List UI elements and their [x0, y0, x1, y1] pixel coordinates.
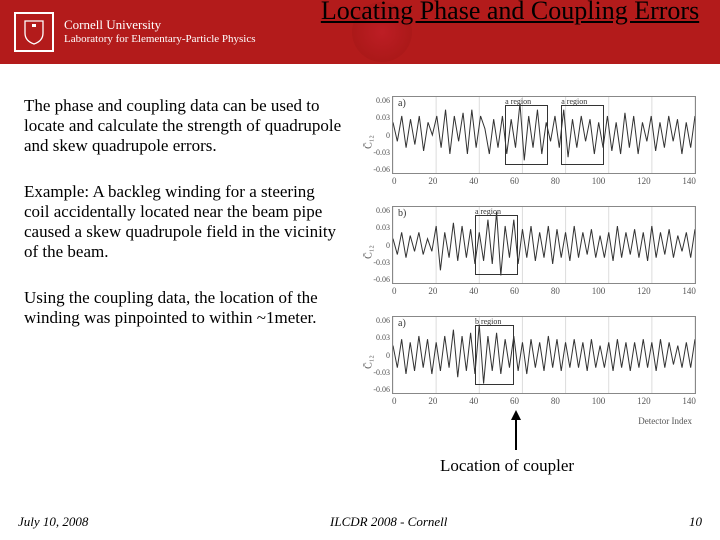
x-axis-label: Detector Index: [638, 416, 692, 426]
chart-panel-b: C̄₁₂ 0.060.030-0.03-0.06 a region b) 020…: [370, 200, 700, 304]
footer: July 10, 2008 ILCDR 2008 - Cornell 10: [0, 514, 720, 530]
header-bar: Cornell University Laboratory for Elemen…: [0, 0, 720, 64]
region-box: [475, 215, 518, 276]
plot-area: a region: [392, 206, 696, 284]
university-name: Cornell University: [64, 18, 256, 33]
body-area: The phase and coupling data can be used …: [0, 96, 720, 500]
cornell-shield-icon: [14, 12, 54, 52]
chart-panel-a: C̄₁₂ 0.060.030-0.03-0.06 a regiona regio…: [370, 90, 700, 194]
panel-tag: a): [398, 318, 406, 329]
text-column: The phase and coupling data can be used …: [24, 96, 344, 354]
y-ticks: 0.060.030-0.03-0.06: [368, 316, 390, 394]
coupler-annotation: Location of coupler: [440, 456, 574, 476]
plot-area: a region a region: [392, 96, 696, 174]
annotation-arrow-icon: [515, 418, 517, 450]
paragraph-2: Example: A backleg winding for a steerin…: [24, 182, 344, 262]
region-label: a region: [505, 97, 531, 106]
footer-date: July 10, 2008: [18, 514, 88, 530]
panel-tag: b): [398, 208, 406, 219]
footer-pagenum: 10: [689, 514, 702, 530]
region-label: a region: [561, 97, 587, 106]
lab-name: Laboratory for Elementary-Particle Physi…: [64, 33, 256, 46]
slide-title: Locating Phase and Coupling Errors: [310, 0, 710, 26]
panel-tag: a): [398, 98, 406, 109]
x-ticks: 020406080100120140: [392, 176, 696, 190]
footer-venue: ILCDR 2008 - Cornell: [330, 514, 447, 530]
paragraph-3: Using the coupling data, the location of…: [24, 288, 344, 328]
slide-root: Cornell University Laboratory for Elemen…: [0, 0, 720, 540]
region-label: b region: [475, 317, 501, 326]
region-box: [475, 325, 514, 386]
university-text: Cornell University Laboratory for Elemen…: [64, 18, 256, 46]
region-box: [561, 105, 604, 166]
x-ticks: 020406080100120140: [392, 396, 696, 410]
plot-area: b region: [392, 316, 696, 394]
y-ticks: 0.060.030-0.03-0.06: [368, 206, 390, 284]
chart-panel-c: C̄₁₂ 0.060.030-0.03-0.06 b region a) 020…: [370, 310, 700, 414]
x-ticks: 020406080100120140: [392, 286, 696, 300]
paragraph-1: The phase and coupling data can be used …: [24, 96, 344, 156]
y-ticks: 0.060.030-0.03-0.06: [368, 96, 390, 174]
region-label: a region: [475, 207, 501, 216]
region-box: [505, 105, 548, 166]
chart-stack: C̄₁₂ 0.060.030-0.03-0.06 a regiona regio…: [370, 90, 700, 420]
